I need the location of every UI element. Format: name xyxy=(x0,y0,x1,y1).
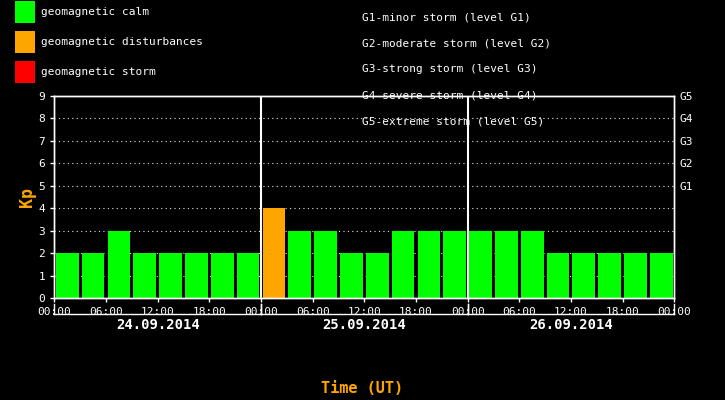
Text: 25.09.2014: 25.09.2014 xyxy=(323,318,406,332)
Text: Time (UT): Time (UT) xyxy=(321,381,404,396)
Y-axis label: Kp: Kp xyxy=(18,187,36,207)
Bar xyxy=(366,253,389,298)
Text: 24.09.2014: 24.09.2014 xyxy=(116,318,199,332)
Bar xyxy=(211,253,233,298)
Bar xyxy=(314,231,337,298)
Text: G5-extreme storm (level G5): G5-extreme storm (level G5) xyxy=(362,116,544,126)
Bar xyxy=(262,208,285,298)
Text: geomagnetic disturbances: geomagnetic disturbances xyxy=(41,37,202,47)
Bar xyxy=(624,253,647,298)
Text: 26.09.2014: 26.09.2014 xyxy=(529,318,613,332)
Bar xyxy=(444,231,466,298)
Bar xyxy=(495,231,518,298)
Bar xyxy=(107,231,130,298)
Bar xyxy=(418,231,440,298)
Text: G3-strong storm (level G3): G3-strong storm (level G3) xyxy=(362,64,538,74)
Bar xyxy=(82,253,104,298)
Text: G2-moderate storm (level G2): G2-moderate storm (level G2) xyxy=(362,38,552,48)
Text: geomagnetic storm: geomagnetic storm xyxy=(41,67,155,77)
Bar xyxy=(650,253,673,298)
Text: G4-severe storm (level G4): G4-severe storm (level G4) xyxy=(362,90,538,100)
Bar xyxy=(469,231,492,298)
Bar xyxy=(521,231,544,298)
Bar xyxy=(289,231,311,298)
Bar xyxy=(133,253,156,298)
Bar xyxy=(340,253,362,298)
Bar xyxy=(547,253,569,298)
Bar xyxy=(56,253,78,298)
Bar xyxy=(185,253,208,298)
Bar xyxy=(598,253,621,298)
Bar xyxy=(573,253,595,298)
Text: geomagnetic calm: geomagnetic calm xyxy=(41,7,149,17)
Bar xyxy=(237,253,260,298)
Bar xyxy=(160,253,182,298)
Bar xyxy=(392,231,415,298)
Text: G1-minor storm (level G1): G1-minor storm (level G1) xyxy=(362,12,531,22)
